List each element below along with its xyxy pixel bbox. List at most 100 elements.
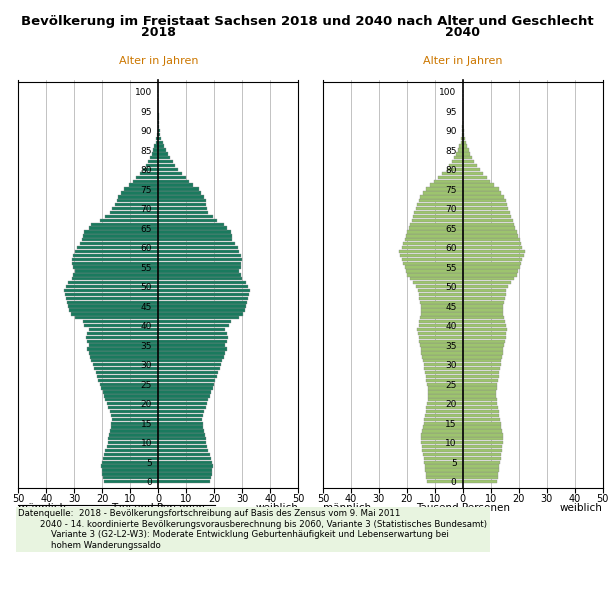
Bar <box>106 398 158 401</box>
Bar <box>158 340 227 343</box>
Bar <box>421 309 463 311</box>
Bar <box>68 304 158 308</box>
Text: weiblich: weiblich <box>560 503 603 513</box>
Bar <box>100 219 158 222</box>
Bar <box>426 406 463 409</box>
Bar <box>463 301 504 304</box>
Bar <box>158 238 232 242</box>
Bar <box>463 410 499 413</box>
Bar <box>422 445 463 448</box>
Bar <box>158 410 204 413</box>
Bar <box>425 371 463 374</box>
Bar <box>67 301 158 304</box>
Bar <box>463 215 511 218</box>
Bar <box>158 183 193 187</box>
Bar <box>117 199 158 202</box>
Bar <box>463 223 514 226</box>
Bar <box>158 468 212 472</box>
Bar <box>121 191 158 194</box>
Bar <box>423 449 463 452</box>
Bar <box>158 445 207 448</box>
Bar <box>158 414 203 417</box>
Bar <box>419 297 463 300</box>
Text: 2018: 2018 <box>141 26 176 39</box>
Bar <box>416 285 463 288</box>
Bar <box>148 160 158 163</box>
Bar <box>158 254 240 257</box>
Bar <box>158 285 248 288</box>
Bar <box>129 183 158 187</box>
Bar <box>463 359 501 362</box>
Bar <box>417 328 463 331</box>
Bar <box>423 191 463 194</box>
Bar <box>406 269 463 272</box>
Bar <box>77 246 158 249</box>
Bar <box>101 387 158 389</box>
Bar <box>84 230 158 233</box>
Bar <box>410 277 463 281</box>
Bar <box>463 246 522 249</box>
Bar <box>421 351 463 355</box>
Bar <box>407 230 463 233</box>
Bar <box>463 168 480 171</box>
Bar <box>426 410 463 413</box>
Bar <box>463 250 525 253</box>
Bar <box>463 328 507 331</box>
Bar <box>103 457 158 460</box>
Bar <box>89 328 158 331</box>
Text: Bevölkerung im Freistaat Sachsen 2018 und 2040 nach Alter und Geschlecht: Bevölkerung im Freistaat Sachsen 2018 un… <box>21 15 594 28</box>
Bar <box>463 437 503 440</box>
Bar <box>158 160 173 163</box>
Bar <box>426 379 463 382</box>
Bar <box>104 394 158 398</box>
Bar <box>109 429 158 433</box>
Bar <box>73 262 158 265</box>
Bar <box>420 343 463 347</box>
Bar <box>158 437 205 440</box>
Bar <box>463 406 498 409</box>
Bar <box>84 324 158 327</box>
Bar <box>158 402 207 405</box>
Bar <box>158 172 182 175</box>
Bar <box>106 449 158 452</box>
Bar <box>158 203 205 206</box>
Bar <box>72 277 158 281</box>
Bar <box>158 297 248 300</box>
Bar <box>153 148 158 152</box>
Bar <box>73 254 158 257</box>
Bar <box>426 468 463 472</box>
Bar <box>456 152 463 155</box>
Bar <box>158 156 170 160</box>
Bar <box>458 148 463 152</box>
Bar <box>90 355 158 359</box>
Bar <box>463 324 506 327</box>
Bar <box>424 421 463 425</box>
Bar <box>101 465 158 467</box>
Bar <box>423 359 463 362</box>
Bar <box>87 348 158 350</box>
Bar <box>420 301 463 304</box>
Bar <box>463 199 506 202</box>
Bar <box>158 433 205 437</box>
Bar <box>124 187 158 191</box>
Bar <box>463 348 503 350</box>
Bar <box>111 414 158 417</box>
Bar <box>463 195 504 199</box>
Bar <box>158 367 220 370</box>
Bar <box>66 297 158 300</box>
Bar <box>426 476 463 479</box>
Bar <box>463 207 509 210</box>
Bar <box>419 293 463 296</box>
Bar <box>429 390 463 394</box>
Bar <box>463 433 503 437</box>
Bar <box>413 281 463 284</box>
Bar <box>154 144 158 148</box>
Bar <box>420 195 463 199</box>
Bar <box>418 332 463 335</box>
Bar <box>407 273 463 277</box>
Bar <box>112 418 158 421</box>
Bar <box>463 468 499 472</box>
Bar <box>66 285 158 288</box>
Bar <box>405 238 463 242</box>
Bar <box>419 336 463 339</box>
